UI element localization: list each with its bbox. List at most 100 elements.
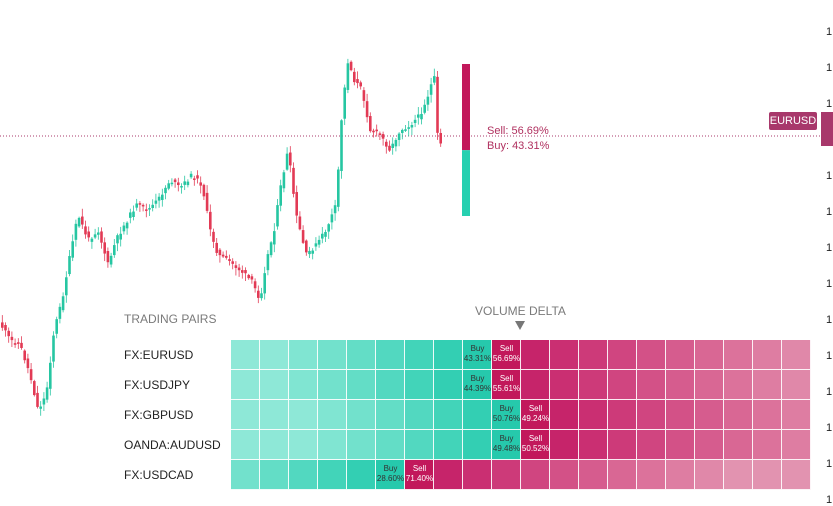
candle (148, 204, 151, 217)
heatmap-cell (521, 340, 550, 370)
heatmap-cell (231, 460, 260, 490)
trading-pair-label: FX:GBPUSD (124, 408, 194, 422)
heatmap-cell (666, 370, 695, 400)
heatmap-cell (782, 340, 811, 370)
candle (225, 250, 228, 260)
heatmap-cell (637, 370, 666, 400)
heatmap-cell (405, 430, 434, 460)
heatmap-cell (376, 400, 405, 430)
candle (116, 233, 119, 252)
buy-delta-label: Buy 50.76% (492, 404, 521, 423)
heatmap-cell (318, 340, 347, 370)
candle (39, 401, 42, 416)
axis-tick-label: 1 (826, 206, 833, 218)
sell-delta-label: Sell 56.69% (492, 344, 521, 363)
heatmap-cell (579, 370, 608, 400)
heatmap-cell (463, 370, 492, 400)
candle (375, 124, 378, 137)
candle (42, 392, 46, 412)
candle (58, 303, 62, 324)
heatmap-cell (260, 370, 289, 400)
candle (49, 356, 52, 396)
heatmap-cell (492, 430, 521, 460)
trading-pair-label: FX:EURUSD (124, 348, 194, 362)
heatmap-cell (260, 340, 289, 370)
candle (234, 261, 238, 276)
candle (215, 237, 218, 256)
heatmap-cell (579, 430, 608, 460)
sell-sentiment-bar (462, 64, 470, 151)
candle (282, 169, 286, 193)
candle (321, 226, 324, 244)
buy-delta-label: Buy 28.60% (376, 464, 405, 483)
candle (407, 120, 410, 137)
heatmap-cell (376, 430, 405, 460)
candle (93, 228, 97, 240)
axis-tick-label: 1 (826, 422, 833, 434)
candle (68, 250, 71, 277)
candle (295, 185, 298, 224)
buy-delta-label: Buy 49.48% (492, 434, 521, 453)
candle (196, 170, 199, 184)
heatmap-cell (405, 340, 434, 370)
axis-tick-label: 1 (826, 98, 833, 110)
candle (113, 239, 116, 258)
heatmap-cell (724, 430, 753, 460)
candle (314, 237, 318, 251)
axis-tick-label: 1 (826, 278, 833, 290)
candle (410, 121, 414, 136)
candle (237, 263, 241, 277)
heatmap-cell (782, 430, 811, 460)
heatmap-cell (753, 430, 782, 460)
heatmap-cell (463, 460, 492, 490)
buy-delta-label: Buy 44.39% (463, 374, 492, 393)
heatmap-cell (289, 340, 318, 370)
candle (167, 179, 170, 191)
heatmap-cell (637, 400, 666, 430)
candle (13, 338, 17, 348)
candle (1, 315, 4, 331)
candle (10, 331, 14, 347)
candle (330, 208, 334, 230)
heatmap-cell (492, 400, 521, 430)
candle (100, 227, 103, 249)
candle (269, 241, 273, 258)
heatmap-cell (695, 340, 724, 370)
heatmap-cell (318, 370, 347, 400)
candle (65, 271, 68, 303)
heatmap-cell (231, 340, 260, 370)
heatmap-cell (724, 400, 753, 430)
candle (394, 138, 398, 152)
candle (378, 131, 382, 140)
buy-delta-label: Buy 43.31% (463, 344, 492, 363)
candle (381, 131, 385, 146)
candle (20, 336, 23, 350)
heatmap-cell (608, 370, 637, 400)
candle (151, 199, 154, 212)
trading-pair-label: FX:USDJPY (124, 378, 191, 392)
heatmap-cell (347, 460, 376, 490)
heatmap-cell (405, 370, 434, 400)
heatmap-cell (434, 340, 463, 370)
candle (433, 68, 436, 86)
heatmap-cell (347, 340, 376, 370)
candle (132, 205, 135, 221)
candle (97, 227, 100, 240)
candle (253, 278, 257, 293)
heatmap-cell (231, 370, 260, 400)
candle (244, 267, 247, 282)
heatmap-cell (405, 400, 434, 430)
candle (193, 175, 196, 186)
candle (305, 239, 308, 256)
candle (36, 385, 39, 409)
heatmap-cell (521, 460, 550, 490)
candle (218, 248, 222, 263)
candle (17, 338, 20, 349)
candle (276, 198, 279, 230)
buy-percent-label: Buy: 43.31% (487, 140, 550, 152)
sell-percent-label: Sell: 56.69% (487, 125, 549, 137)
candle (55, 316, 58, 339)
heatmap-cell (550, 340, 579, 370)
heatmap-cell (695, 460, 724, 490)
